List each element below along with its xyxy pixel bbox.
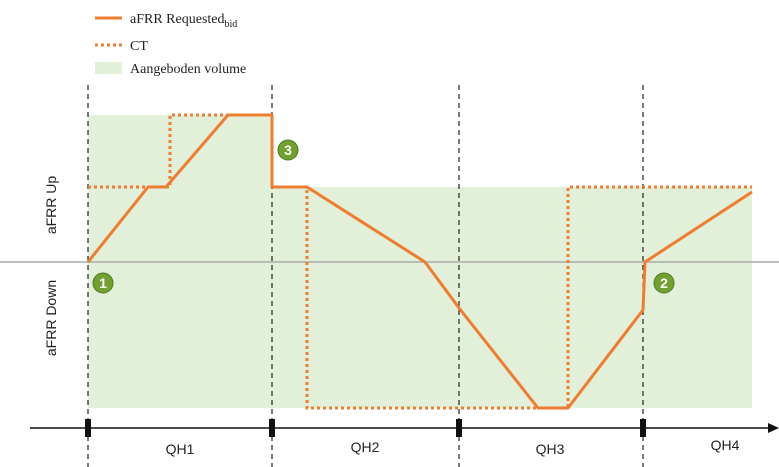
legend-subscript: bid <box>225 19 238 30</box>
ct-line <box>88 113 752 410</box>
period-label: QH3 <box>536 441 565 457</box>
legend-swatch <box>95 62 122 74</box>
marker-label: 1 <box>99 275 107 291</box>
marker: 2 <box>653 272 675 294</box>
y-label-down: aFRR Down <box>43 280 59 356</box>
legend-text: aFRR Requested <box>130 12 225 27</box>
marker-label: 3 <box>284 142 292 158</box>
period-label: QH4 <box>711 437 740 453</box>
legend-label: CT <box>130 39 148 54</box>
legend-label: aFRR Requestedbid <box>130 12 237 30</box>
marker: 1 <box>92 272 114 294</box>
marker-label: 2 <box>660 275 668 291</box>
period-label: QH1 <box>166 441 195 457</box>
axis-ticks <box>85 419 646 437</box>
legend-label: Aangeboden volume <box>130 62 246 77</box>
marker: 3 <box>277 139 299 161</box>
requested-line <box>86 113 753 410</box>
time-axis-arrow <box>768 423 779 433</box>
period-label: QH2 <box>351 439 380 455</box>
y-label-up: aFRR Up <box>43 176 59 235</box>
